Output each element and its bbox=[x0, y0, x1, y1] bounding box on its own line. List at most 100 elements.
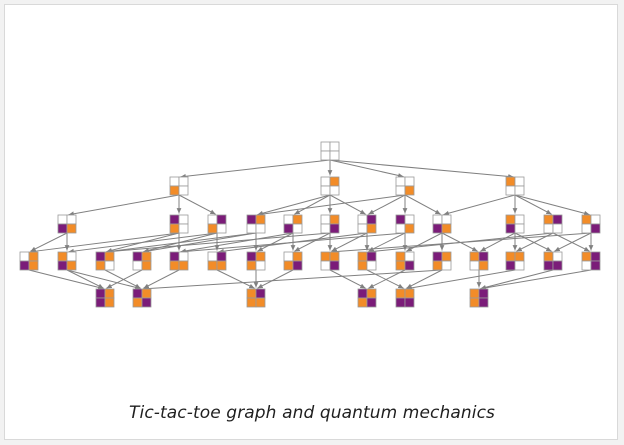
graph-edge bbox=[28, 269, 104, 290]
graph-edge bbox=[216, 269, 255, 289]
graph-edge bbox=[66, 269, 104, 289]
graph-edge bbox=[30, 232, 68, 252]
graph-edge bbox=[480, 269, 554, 290]
empty-cell bbox=[441, 214, 452, 225]
purple-cell bbox=[478, 251, 489, 262]
empty-cell bbox=[329, 185, 340, 196]
orange-cell bbox=[441, 223, 452, 234]
empty-cell bbox=[395, 223, 406, 234]
empty-cell bbox=[178, 185, 189, 196]
purple-cell bbox=[169, 214, 180, 225]
graph-edge bbox=[406, 232, 443, 252]
empty-cell bbox=[178, 223, 189, 234]
board-node bbox=[320, 251, 340, 271]
empty-cell bbox=[404, 214, 415, 225]
board-node bbox=[357, 288, 377, 308]
purple-cell bbox=[283, 223, 294, 234]
purple-cell bbox=[505, 260, 516, 271]
purple-cell bbox=[95, 251, 106, 262]
empty-cell bbox=[395, 185, 406, 196]
board-node bbox=[543, 251, 563, 271]
empty-cell bbox=[329, 141, 340, 152]
orange-cell bbox=[169, 185, 180, 196]
graph-edge bbox=[180, 232, 294, 254]
board-node bbox=[283, 251, 303, 271]
empty-cell bbox=[207, 214, 218, 225]
purple-cell bbox=[366, 251, 377, 262]
empty-cell bbox=[255, 223, 266, 234]
board-node bbox=[469, 251, 489, 271]
orange-cell bbox=[469, 288, 480, 299]
empty-cell bbox=[320, 185, 331, 196]
orange-cell bbox=[28, 251, 39, 262]
orange-cell bbox=[66, 223, 77, 234]
board-node bbox=[283, 214, 303, 234]
empty-cell bbox=[366, 260, 377, 271]
empty-cell bbox=[255, 260, 266, 271]
graph-edge bbox=[443, 194, 516, 216]
orange-cell bbox=[207, 223, 218, 234]
board-node bbox=[246, 214, 266, 234]
orange-cell bbox=[357, 260, 368, 271]
orange-cell bbox=[207, 260, 218, 271]
orange-cell bbox=[141, 251, 152, 262]
graph-edge bbox=[143, 269, 180, 289]
purple-cell bbox=[590, 251, 601, 262]
board-node bbox=[320, 176, 340, 196]
empty-cell bbox=[132, 260, 143, 271]
graph-edge bbox=[329, 269, 366, 289]
board-node bbox=[207, 251, 227, 271]
empty-cell bbox=[169, 176, 180, 187]
purple-cell bbox=[19, 260, 30, 271]
board-node bbox=[57, 251, 77, 271]
graph-edge bbox=[480, 232, 516, 252]
orange-cell bbox=[469, 297, 480, 308]
graph-edge bbox=[406, 269, 516, 291]
purple-cell bbox=[255, 288, 266, 299]
empty-cell bbox=[19, 251, 30, 262]
orange-cell bbox=[141, 288, 152, 299]
orange-cell bbox=[366, 223, 377, 234]
orange-cell bbox=[581, 251, 592, 262]
graph-edge bbox=[66, 269, 141, 290]
empty-cell bbox=[57, 214, 68, 225]
orange-cell bbox=[366, 288, 377, 299]
empty-cell bbox=[514, 214, 525, 225]
empty-cell bbox=[514, 176, 525, 187]
purple-cell bbox=[292, 260, 303, 271]
orange-cell bbox=[357, 251, 368, 262]
purple-cell bbox=[246, 214, 257, 225]
empty-cell bbox=[246, 223, 257, 234]
purple-cell bbox=[57, 223, 68, 234]
empty-cell bbox=[66, 251, 77, 262]
purple-cell bbox=[395, 214, 406, 225]
graph-edge bbox=[257, 232, 294, 252]
empty-cell bbox=[514, 223, 525, 234]
empty-cell bbox=[552, 223, 563, 234]
orange-cell bbox=[246, 297, 257, 308]
purple-cell bbox=[329, 223, 340, 234]
figure-caption: Tic-tac-toe graph and quantum mechanics bbox=[129, 403, 495, 423]
orange-cell bbox=[543, 214, 554, 225]
graph-edge bbox=[366, 269, 404, 289]
graph-edge bbox=[552, 232, 590, 252]
graph-edge bbox=[257, 269, 294, 289]
empty-cell bbox=[514, 185, 525, 196]
board-node bbox=[395, 251, 415, 271]
purple-cell bbox=[432, 251, 443, 262]
graph-edge bbox=[180, 232, 406, 254]
empty-cell bbox=[320, 214, 331, 225]
orange-cell bbox=[505, 251, 516, 262]
orange-cell bbox=[169, 260, 180, 271]
board-node bbox=[320, 141, 340, 161]
orange-cell bbox=[292, 251, 303, 262]
board-node bbox=[543, 214, 563, 234]
orange-cell bbox=[395, 251, 406, 262]
graph-edge bbox=[257, 194, 406, 217]
graph-edge bbox=[30, 232, 180, 254]
empty-cell bbox=[505, 185, 516, 196]
purple-cell bbox=[141, 297, 152, 308]
orange-cell bbox=[505, 176, 516, 187]
orange-cell bbox=[169, 223, 180, 234]
edges-layer bbox=[28, 159, 594, 291]
